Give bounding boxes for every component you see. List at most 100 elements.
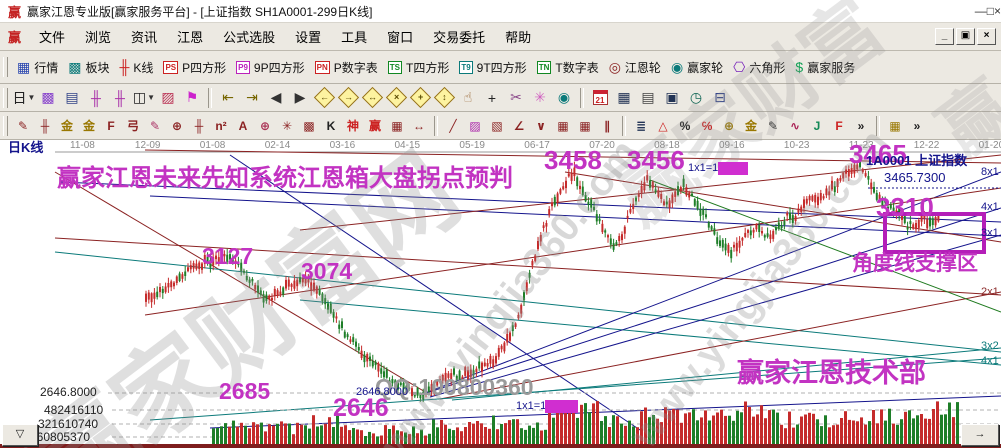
nav-next-button[interactable]: ▶ bbox=[288, 87, 312, 109]
kline-button[interactable]: ╫ K线 bbox=[115, 54, 159, 80]
child-close-button[interactable]: × bbox=[977, 28, 996, 45]
v-line-tool[interactable]: ∨ bbox=[530, 116, 552, 136]
width-tool[interactable]: ↔ bbox=[408, 116, 430, 136]
bars3-tool[interactable]: ╫ bbox=[84, 87, 108, 109]
spiral-tool[interactable]: 弓 bbox=[122, 116, 144, 136]
boxed-circle-tool[interactable]: ▩ bbox=[298, 116, 320, 136]
nav-prev-button[interactable]: ◀ bbox=[264, 87, 288, 109]
more-tools-2[interactable]: » bbox=[906, 116, 928, 136]
box-pattern-tool[interactable]: ▨ bbox=[156, 87, 180, 109]
menu-item-4[interactable]: 公式选股 bbox=[223, 30, 276, 45]
t9-square-button[interactable]: T9 9T四方形 bbox=[454, 54, 531, 80]
menu-item-1[interactable]: 浏览 bbox=[85, 30, 112, 45]
gold-circle-tool[interactable]: ⊕ bbox=[718, 116, 740, 136]
list-tool[interactable]: ≣ bbox=[630, 116, 652, 136]
gann-grid-tool[interactable]: ╫ bbox=[34, 116, 56, 136]
crosshair-tool[interactable]: + bbox=[480, 87, 504, 109]
gann-wheel-button[interactable]: ◎ 江恩轮 bbox=[604, 54, 666, 80]
fan-lines-tool[interactable]: ╱ bbox=[442, 116, 464, 136]
f-angle-tool[interactable]: F bbox=[828, 116, 850, 136]
prediction-title: 赢家江恩未来先知系统江恩箱大盘拐点预判 bbox=[57, 165, 513, 192]
more-tools-1[interactable]: » bbox=[850, 116, 872, 136]
candle-style-selector[interactable]: ◫ ▼ bbox=[132, 87, 156, 109]
parallel-lines-tool[interactable]: ∥ bbox=[596, 116, 618, 136]
circle-grid-tool[interactable]: ⊕ bbox=[166, 116, 188, 136]
history-tool[interactable]: ◷ bbox=[684, 87, 708, 109]
menu-item-7[interactable]: 窗口 bbox=[387, 30, 414, 45]
shen-grid-tool[interactable]: 神 bbox=[342, 116, 364, 136]
angle-line-tool[interactable]: ∠ bbox=[508, 116, 530, 136]
pen2-tool[interactable]: ✎ bbox=[144, 116, 166, 136]
cycle-tool[interactable]: ◉ bbox=[552, 87, 576, 109]
p-digit-table-button[interactable]: PN P数字表 bbox=[310, 54, 383, 80]
menu-item-3[interactable]: 江恩 bbox=[177, 30, 204, 45]
hand-tool[interactable]: ☝ bbox=[456, 87, 480, 109]
scroll-right-button[interactable]: → bbox=[961, 424, 999, 446]
gold-lines-tool[interactable]: 金 bbox=[740, 116, 762, 136]
menu-item-2[interactable]: 资讯 bbox=[131, 30, 158, 45]
pen-b-tool[interactable]: ✎ bbox=[762, 116, 784, 136]
star-tool[interactable]: ✳ bbox=[276, 116, 298, 136]
winner-service-button[interactable]: $ 赢家服务 bbox=[790, 54, 860, 80]
calculator-tool[interactable]: ▦ bbox=[612, 87, 636, 109]
nav-last-button[interactable]: ⇥ bbox=[240, 87, 264, 109]
data-card-tool[interactable]: ⊟ bbox=[708, 87, 732, 109]
menu-item-0[interactable]: 文件 bbox=[39, 30, 66, 45]
p-square-button[interactable]: PS P四方形 bbox=[158, 54, 231, 80]
grid-b-tool-icon: ▦ bbox=[579, 118, 591, 133]
menu-item-6[interactable]: 工具 bbox=[341, 30, 368, 45]
measure-tool[interactable]: ✂ bbox=[504, 87, 528, 109]
p9-square-button[interactable]: P9 9P四方形 bbox=[231, 54, 309, 80]
box-fan-tool[interactable]: ▨ bbox=[464, 116, 486, 136]
sectors-button[interactable]: ▩ 板块 bbox=[63, 54, 114, 80]
hexagon-button[interactable]: ⎔ 六角形 bbox=[728, 54, 790, 80]
j-angle-tool[interactable]: J bbox=[806, 116, 828, 136]
child-minimize-button[interactable]: _ bbox=[935, 28, 954, 45]
gold-grid-tool[interactable]: 金 bbox=[56, 116, 78, 136]
grid-b-tool[interactable]: ▦ bbox=[574, 116, 596, 136]
menu-item-5[interactable]: 设置 bbox=[295, 30, 322, 45]
n2-grid-tool[interactable]: n² bbox=[210, 116, 232, 136]
child-restore-button[interactable]: ▣ bbox=[956, 28, 975, 45]
percent-tool[interactable]: % bbox=[674, 116, 696, 136]
pct-triangle-tool[interactable]: △ bbox=[652, 116, 674, 136]
pct-lines-tool[interactable]: ℅ bbox=[696, 116, 718, 136]
notes-tool[interactable]: ▤ bbox=[636, 87, 660, 109]
bars9-tool[interactable]: ╫ bbox=[108, 87, 132, 109]
t-square-button[interactable]: TS T四方形 bbox=[383, 54, 455, 80]
gold-grid2-tool[interactable]: 金 bbox=[78, 116, 100, 136]
ying-grid-tool[interactable]: 赢 bbox=[364, 116, 386, 136]
hash-tool[interactable]: ╫ bbox=[188, 116, 210, 136]
nav-first-button[interactable]: ⇤ bbox=[216, 87, 240, 109]
menu-item-8[interactable]: 交易委托 bbox=[433, 30, 486, 45]
calendar-tool[interactable]: 21 bbox=[588, 87, 612, 109]
scale-toggle-button[interactable]: ▽ bbox=[2, 424, 38, 446]
grid-123-tool[interactable]: ▦ bbox=[386, 116, 408, 136]
kline-period-selector[interactable]: 日 ▼ bbox=[12, 87, 36, 109]
winner-wheel-button[interactable]: ◉ 赢家轮 bbox=[666, 54, 728, 80]
brush-tool[interactable]: ✎ bbox=[12, 116, 34, 136]
cycle-tool-icon: ◉ bbox=[557, 89, 571, 105]
save-tool[interactable]: ▣ bbox=[660, 87, 684, 109]
shen-grid-tool-icon: 神 bbox=[346, 119, 359, 133]
k-mark-tool[interactable]: K bbox=[320, 116, 342, 136]
gann-circle-tool[interactable]: ⊕ bbox=[254, 116, 276, 136]
gann-ratio-bottom: 1x1=1 bbox=[516, 400, 547, 412]
shade-box-tool[interactable]: ▧ bbox=[486, 116, 508, 136]
grid-a-tool[interactable]: ▦ bbox=[552, 116, 574, 136]
minimize-button[interactable]: — bbox=[974, 4, 987, 18]
quotes-button[interactable]: ▦ 行情 bbox=[12, 54, 63, 80]
flower-tool[interactable]: ✳ bbox=[528, 87, 552, 109]
grid-c-tool[interactable]: ▦ bbox=[884, 116, 906, 136]
f-grid-tool[interactable]: F bbox=[100, 116, 122, 136]
maximize-button[interactable]: □ bbox=[986, 4, 994, 18]
doc-tool[interactable]: ▤ bbox=[60, 87, 84, 109]
menu-item-9[interactable]: 帮助 bbox=[505, 30, 532, 45]
close-button[interactable]: × bbox=[993, 4, 1001, 18]
t-digit-table-button[interactable]: TN T数字表 bbox=[532, 54, 604, 80]
wave-tool[interactable]: ∿ bbox=[784, 116, 806, 136]
flag-tool[interactable]: ⚑ bbox=[180, 87, 204, 109]
pattern-tool[interactable]: ▩ bbox=[36, 87, 60, 109]
a-label-tool[interactable]: A bbox=[232, 116, 254, 136]
